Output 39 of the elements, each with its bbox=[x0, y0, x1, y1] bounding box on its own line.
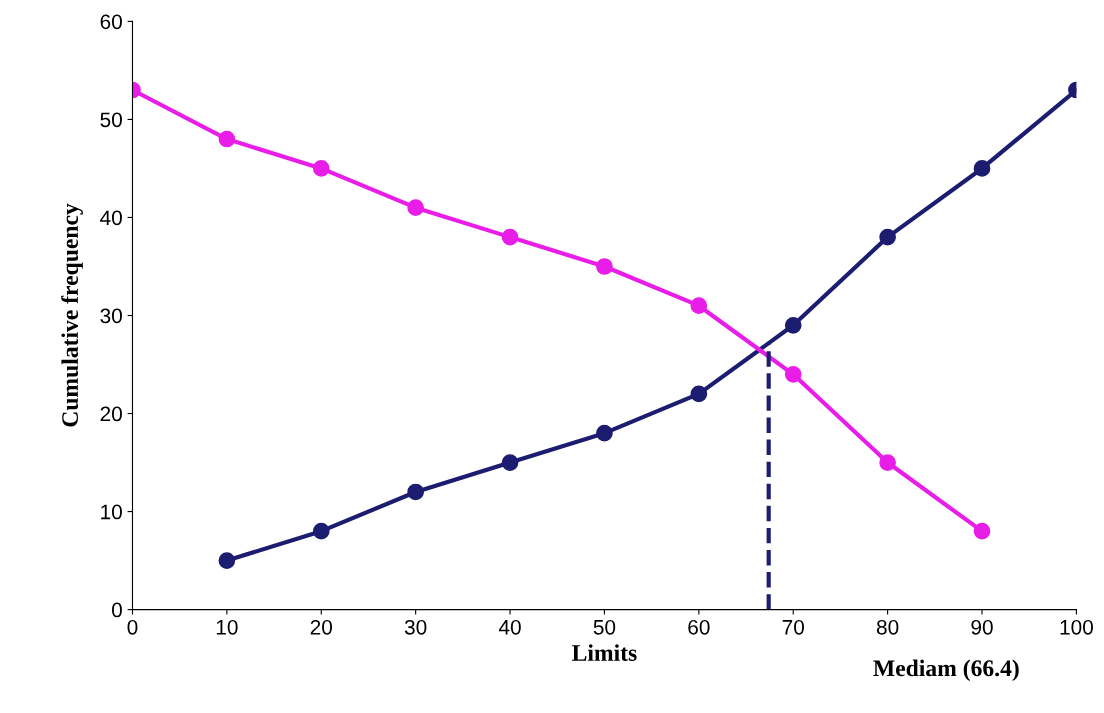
point bbox=[973, 522, 991, 540]
y-tick-label: 40 bbox=[100, 210, 122, 226]
point bbox=[218, 552, 236, 569]
point bbox=[501, 454, 519, 471]
x-tick-label: 50 bbox=[593, 619, 616, 635]
point bbox=[596, 258, 613, 275]
point bbox=[501, 228, 519, 246]
x-tick-label: 100 bbox=[1060, 619, 1093, 635]
x-tick-label: 90 bbox=[971, 619, 993, 635]
x-tick-label: 60 bbox=[688, 619, 710, 635]
x-tick-label: 30 bbox=[404, 619, 427, 635]
point bbox=[407, 483, 424, 501]
point bbox=[312, 522, 330, 540]
y-tick-label: 0 bbox=[111, 602, 122, 618]
x-tick-label: 40 bbox=[498, 619, 521, 635]
y-tick-label: 60 bbox=[100, 14, 122, 30]
y-axis-title: Cumulative frequency bbox=[61, 203, 83, 427]
point bbox=[218, 130, 236, 148]
x-tick-label: 20 bbox=[310, 619, 333, 635]
point bbox=[879, 228, 896, 246]
y-tick-label: 30 bbox=[100, 308, 122, 324]
point bbox=[784, 316, 802, 334]
point bbox=[973, 160, 991, 177]
x-tick-label: 10 bbox=[216, 619, 238, 635]
y-tick-label: 10 bbox=[101, 504, 122, 520]
point bbox=[596, 424, 613, 442]
y-tick-label: 50 bbox=[100, 112, 122, 128]
x-axis-title: Limits bbox=[572, 644, 637, 661]
x-tick-label: 70 bbox=[782, 619, 804, 635]
point bbox=[690, 385, 708, 403]
point bbox=[879, 454, 896, 471]
point bbox=[690, 297, 708, 315]
y-tick-label: 20 bbox=[100, 406, 122, 422]
point bbox=[407, 199, 424, 216]
x-tick-label: 0 bbox=[127, 619, 138, 635]
point bbox=[312, 160, 330, 177]
x-tick-label: 80 bbox=[876, 619, 899, 635]
point bbox=[784, 365, 802, 383]
text: Mediam (66.4) bbox=[873, 659, 1019, 682]
